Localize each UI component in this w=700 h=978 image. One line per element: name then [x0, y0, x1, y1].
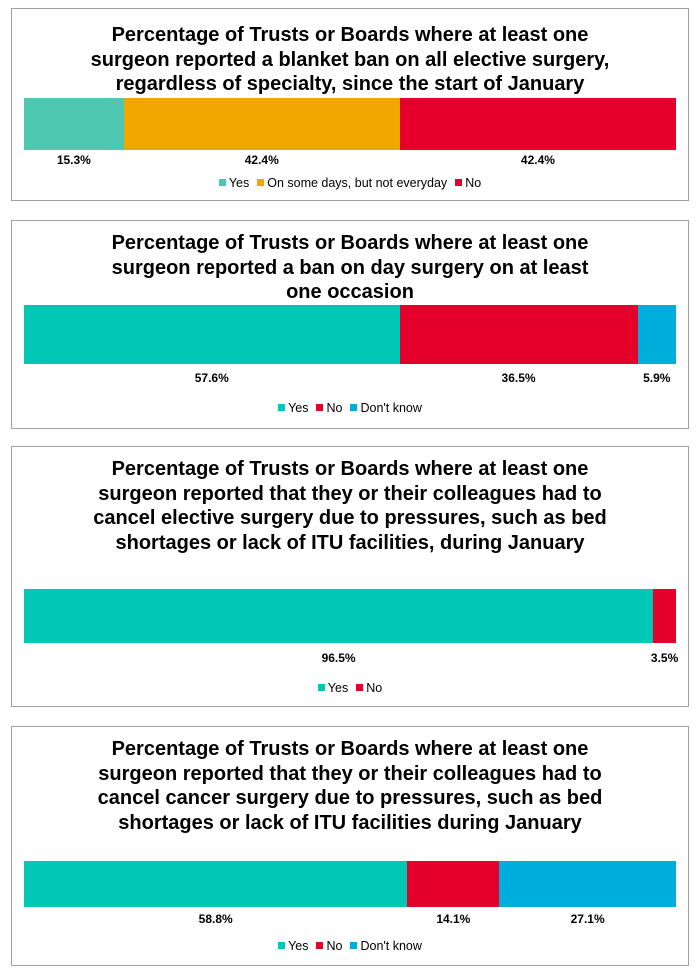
chart-title-line: regardless of specialty, since the start…	[115, 73, 585, 95]
bar-segment-no	[407, 861, 500, 907]
legend-label: No	[465, 176, 482, 190]
legend-item: Yes	[317, 681, 349, 695]
legend: Yes On some days, but not everyday No	[12, 176, 688, 190]
chart-title-line: surgeon reported a blanket ban on all el…	[90, 48, 610, 71]
data-label: 3.5%	[650, 651, 679, 665]
chart-title-line: surgeon reported a ban on day surgery on…	[111, 256, 589, 279]
legend-label: No	[366, 681, 383, 695]
bar-segment-yes	[24, 98, 124, 150]
data-label: 96.5%	[321, 651, 356, 665]
legend-label: On some days, but not everyday	[267, 176, 448, 190]
stacked-bar	[24, 98, 676, 150]
legend-swatch	[278, 404, 286, 412]
legend-swatch	[316, 942, 324, 950]
chart-title-line: Percentage of Trusts or Boards where at …	[111, 458, 589, 480]
chart-panel-4: Percentage of Trusts or Boards where at …	[11, 726, 689, 966]
stacked-bar	[24, 305, 676, 364]
chart-title: Percentage of Trusts or Boards where at …	[12, 457, 688, 555]
stacked-bar	[24, 861, 676, 907]
legend-label: No	[326, 401, 343, 415]
legend-item: Yes	[278, 939, 308, 953]
bar-segment-no	[399, 98, 676, 150]
bar-segment-yes	[24, 589, 654, 643]
legend-swatch	[350, 942, 358, 950]
bar-segment-no	[653, 589, 676, 643]
chart-title-line: one occasion	[286, 281, 414, 303]
legend-label: Yes	[327, 681, 349, 695]
legend: Yes No Don't know	[12, 401, 688, 415]
legend-label: No	[326, 939, 343, 953]
legend-swatch	[218, 179, 226, 187]
legend-swatch	[350, 404, 358, 412]
chart-title-line: cancel elective surgery due to pressures…	[93, 507, 607, 529]
legend-swatch	[356, 684, 364, 692]
chart-title: Percentage of Trusts or Boards where at …	[12, 23, 688, 97]
legend-item: Yes	[278, 401, 308, 415]
data-label: 14.1%	[436, 912, 471, 926]
legend-item: No	[356, 681, 382, 695]
bar-segment-no	[399, 305, 638, 364]
legend-swatch	[317, 684, 325, 692]
legend-item: Don't know	[350, 939, 422, 953]
chart-title-line: surgeon reported that they or their coll…	[98, 762, 602, 785]
chart-panel-1: Percentage of Trusts or Boards where at …	[11, 8, 689, 201]
bar-segment-don-t-know	[637, 305, 676, 364]
chart-title-line: Percentage of Trusts or Boards where at …	[111, 738, 589, 760]
legend-swatch	[455, 179, 463, 187]
legend-item: No	[455, 176, 481, 190]
data-label: 42.4%	[520, 153, 555, 167]
bar-segment-don-t-know	[499, 861, 676, 907]
legend-label: Yes	[288, 401, 309, 415]
legend-label: Yes	[228, 176, 250, 190]
chart-panel-3: Percentage of Trusts or Boards where at …	[11, 446, 689, 707]
legend: Yes No Don't know	[12, 939, 688, 953]
data-label: 42.4%	[244, 153, 279, 167]
bar-segment-yes	[24, 861, 408, 907]
bar-segment-on-some-days-but-not-everyday	[123, 98, 400, 150]
stacked-bar	[24, 589, 676, 643]
chart-title-line: Percentage of Trusts or Boards where at …	[111, 24, 589, 46]
legend-item: Yes	[218, 176, 250, 190]
legend-label: Yes	[288, 939, 309, 953]
legend-swatch	[278, 942, 286, 950]
chart-panel-2: Percentage of Trusts or Boards where at …	[11, 220, 689, 429]
legend-item: No	[316, 939, 342, 953]
data-label: 15.3%	[56, 153, 91, 167]
bar-segment-yes	[24, 305, 400, 364]
chart-title-line: shortages or lack of ITU facilities, dur…	[115, 531, 585, 554]
legend-item: Don't know	[350, 401, 422, 415]
chart-title: Percentage of Trusts or Boards where at …	[12, 231, 688, 305]
data-label: 27.1%	[570, 912, 605, 926]
legend-item: On some days, but not everyday	[257, 176, 447, 190]
data-label: 5.9%	[643, 371, 671, 385]
chart-title-line: shortages or lack of ITU facilities duri…	[118, 811, 582, 834]
legend-swatch	[257, 179, 265, 187]
legend-label: Don't know	[360, 401, 422, 415]
chart-title-line: surgeon reported that they or their coll…	[98, 482, 602, 505]
legend-swatch	[316, 404, 324, 412]
legend-label: Don't know	[360, 939, 422, 953]
chart-title-line: Percentage of Trusts or Boards where at …	[111, 232, 589, 254]
data-label: 58.8%	[198, 912, 233, 926]
data-label: 57.6%	[194, 371, 229, 385]
legend-item: No	[316, 401, 342, 415]
data-label: 36.5%	[501, 371, 536, 385]
chart-title: Percentage of Trusts or Boards where at …	[12, 737, 688, 835]
legend: Yes No	[12, 681, 688, 695]
chart-title-line: cancel cancer surgery due to pressures, …	[97, 787, 603, 809]
